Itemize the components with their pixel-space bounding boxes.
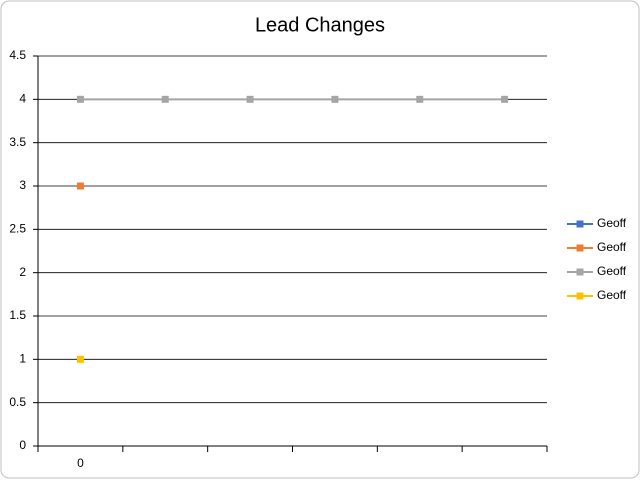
legend-marker [576, 244, 584, 252]
marker [331, 95, 339, 103]
y-tick-label: 2.5 [9, 222, 26, 236]
y-tick-label: 1 [19, 352, 26, 366]
y-tick-label: 1.5 [9, 308, 26, 322]
legend-marker [576, 268, 584, 276]
y-tick-label: 4.5 [9, 48, 26, 62]
marker [76, 95, 84, 103]
marker [246, 95, 254, 103]
marker [76, 182, 84, 190]
y-tick-label: 2 [19, 265, 26, 279]
marker [76, 355, 84, 363]
legend-label: Geoff [597, 240, 627, 254]
legend-label: Geoff [597, 216, 627, 230]
y-tick-label: 0 [19, 438, 26, 452]
marker [416, 95, 424, 103]
legend-marker [576, 292, 584, 300]
y-tick-label: 4 [19, 92, 26, 106]
chart-title: Lead Changes [255, 14, 385, 36]
y-tick-label: 3 [19, 178, 26, 192]
x-tick-label: 0 [77, 456, 84, 470]
y-tick-label: 0.5 [9, 395, 26, 409]
legend-marker [576, 220, 584, 228]
marker [501, 95, 509, 103]
marker [161, 95, 169, 103]
y-tick-label: 3.5 [9, 135, 26, 149]
legend-label: Geoff [597, 264, 627, 278]
legend-label: Geoff [597, 288, 627, 302]
